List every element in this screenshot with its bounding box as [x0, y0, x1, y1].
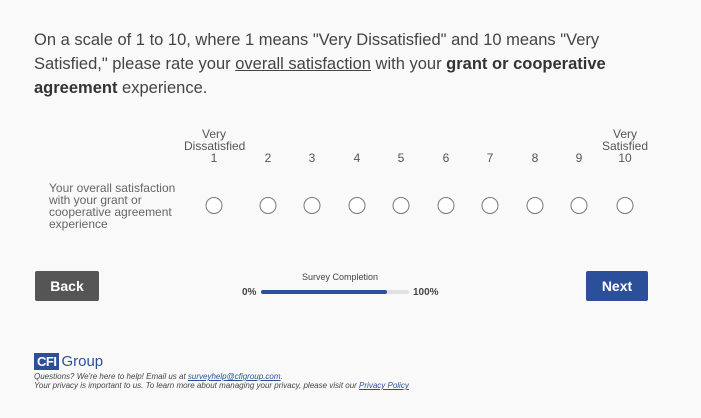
- scale-column-2: 2: [238, 152, 298, 165]
- privacy-policy-link[interactable]: Privacy Policy: [359, 381, 409, 390]
- scale-column-6: 6: [416, 152, 476, 165]
- rating-radio-3[interactable]: [303, 197, 321, 214]
- low-anchor-line2: Dissatisfied: [184, 139, 246, 153]
- scale-number: 5: [397, 151, 405, 165]
- progress-start-label: 0%: [242, 287, 257, 298]
- scale-column-7: 7: [460, 152, 520, 165]
- privacy-prefix: Your privacy is important to us. To lear…: [34, 381, 360, 390]
- row-label: Your overall satisfaction with your gran…: [49, 181, 176, 231]
- scale-column-9: 9: [549, 152, 609, 165]
- back-button[interactable]: Back: [35, 271, 99, 301]
- rating-radio-6[interactable]: [437, 197, 455, 214]
- scale-column-4: 4: [327, 152, 387, 165]
- help-suffix: .: [280, 372, 283, 381]
- progress-bar: [261, 290, 409, 294]
- scale-column-5: 5: [371, 152, 431, 165]
- high-anchor-line1: Very: [612, 127, 637, 141]
- progress-title: Survey Completion: [301, 272, 379, 282]
- low-anchor-line1: Very: [201, 127, 226, 141]
- question-underlined: overall satisfaction: [235, 55, 371, 73]
- scale-number: 7: [486, 151, 494, 165]
- scale-column-10: Very Satisfied 10: [595, 128, 655, 165]
- question-text: On a scale of 1 to 10, where 1 means "Ve…: [34, 28, 674, 100]
- scale-column-3: 3: [282, 152, 342, 165]
- rating-radio-9[interactable]: [570, 197, 588, 214]
- cfi-group-logo: CFI Group: [34, 352, 103, 370]
- rating-radio-2[interactable]: [259, 197, 277, 214]
- question-part-1: On a scale of 1 to 10, where 1 means "Ve…: [34, 31, 600, 73]
- rating-radio-1[interactable]: [205, 197, 223, 214]
- rating-radio-5[interactable]: [392, 197, 410, 214]
- privacy-line: Your privacy is important to us. To lear…: [34, 381, 409, 390]
- high-anchor-line2: Satisfied: [601, 139, 649, 153]
- scale-number: 10: [618, 151, 632, 165]
- help-line: Questions? We're here to help! Email us …: [34, 372, 409, 381]
- scale-number: 2: [264, 151, 272, 165]
- footer-text: Questions? We're here to help! Email us …: [34, 372, 409, 390]
- scale-header: Very Dissatisfied 1 2 3 4 5 6 7 8 9 Very…: [0, 128, 701, 168]
- rating-radio-8[interactable]: [526, 197, 544, 214]
- scale-number: 6: [442, 151, 450, 165]
- scale-number: 1: [210, 151, 218, 165]
- question-part-2: with your: [370, 55, 447, 73]
- progress-fill: [261, 290, 387, 294]
- question-bold: grant or cooperative agreement: [34, 55, 606, 97]
- logo-box: CFI: [34, 352, 60, 370]
- rating-radio-7[interactable]: [481, 197, 499, 214]
- progress-end-label: 100%: [413, 287, 439, 298]
- scale-number: 8: [531, 151, 539, 165]
- scale-column-8: 8: [505, 152, 565, 165]
- scale-number: 3: [308, 151, 316, 165]
- help-prefix: Questions? We're here to help! Email us …: [34, 372, 188, 381]
- logo-text: Group: [61, 352, 104, 370]
- rating-radio-4[interactable]: [348, 197, 366, 214]
- rating-radio-10[interactable]: [616, 197, 634, 214]
- scale-number: 9: [575, 151, 583, 165]
- next-button[interactable]: Next: [586, 271, 648, 301]
- question-part-3: experience.: [117, 79, 208, 97]
- scale-column-1: Very Dissatisfied 1: [184, 127, 246, 165]
- scale-number: 4: [353, 151, 361, 165]
- help-email-link[interactable]: surveyhelp@cfigroup.com: [187, 372, 281, 381]
